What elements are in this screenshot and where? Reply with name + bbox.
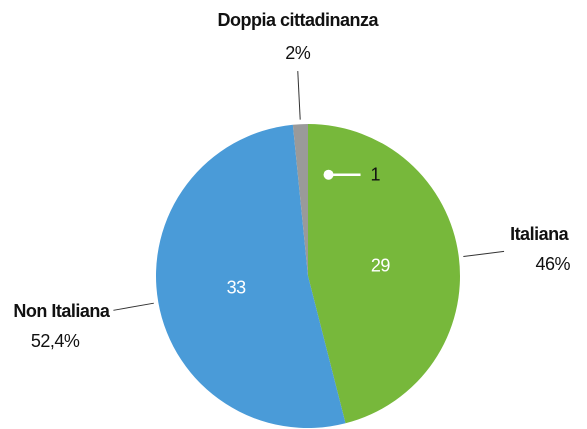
value-label: 33 <box>227 277 247 297</box>
category-label: Non Italiana <box>13 301 111 321</box>
category-label: Italiana <box>510 224 570 244</box>
value-label: 29 <box>371 256 391 276</box>
leader-line <box>113 302 154 311</box>
percent-label: 52,4% <box>31 331 80 351</box>
pie-slice <box>156 124 346 429</box>
percent-label: 2% <box>285 43 311 63</box>
value-label: 1 <box>371 164 381 184</box>
category-label: Doppia cittadinanza <box>218 10 380 30</box>
pie-slice <box>292 124 308 276</box>
leader-line <box>463 250 505 258</box>
pie-slice <box>308 124 461 424</box>
leader-line <box>297 71 301 120</box>
percent-label: 46% <box>536 254 571 274</box>
